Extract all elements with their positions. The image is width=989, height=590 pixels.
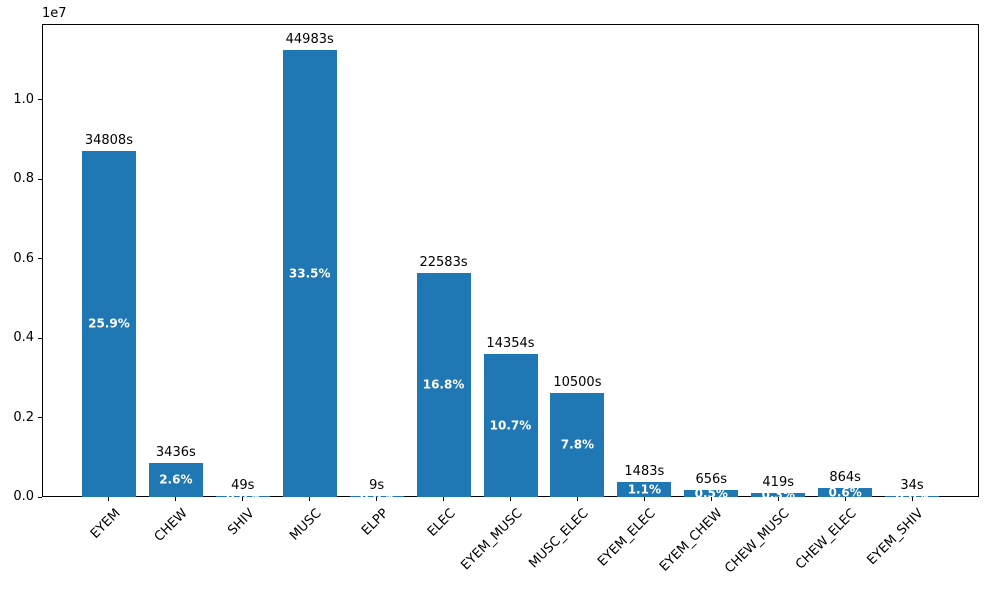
y-tick-label: 0.0 — [13, 489, 34, 504]
x-tick-label-eyem: EYEM — [87, 506, 124, 542]
y-tick-label: 0.4 — [13, 330, 34, 345]
bar-value-label: 656s — [695, 472, 728, 487]
x-tick-label-shiv: SHIV — [225, 506, 258, 539]
x-tick-label-eyem_chew: EYEM_CHEW — [657, 506, 726, 575]
y-tick — [38, 258, 42, 259]
x-tick — [777, 497, 779, 501]
y-tick-label: 0.6 — [13, 250, 34, 266]
bar-value-label: 3436s — [155, 445, 196, 460]
x-tick — [376, 497, 378, 501]
bar-elpp: 0.0% — [349, 496, 404, 497]
bar-elec: 16.8% — [416, 273, 471, 497]
y-tick — [38, 178, 42, 180]
y-tick — [38, 496, 42, 498]
bar-eyem_elec: 1.1% — [617, 482, 672, 497]
bar-value-label: 44983s — [285, 32, 334, 47]
bar-value-label: 10500s — [553, 375, 602, 390]
bar-pct-label: 16.8% — [422, 377, 465, 392]
bar-value-label: 9s — [369, 478, 385, 493]
bar-pct-label: 10.7% — [489, 418, 532, 432]
x-tick — [643, 497, 645, 501]
y-axis-offset-label: 1e7 — [42, 6, 67, 21]
y-tick — [38, 417, 42, 418]
bar-value-label: 22583s — [419, 255, 468, 270]
bar-pct-label: 7.8% — [560, 437, 595, 452]
bar-value-label: 34s — [900, 478, 924, 493]
bar-value-label: 864s — [829, 470, 861, 485]
x-tick-label-musc_elec: MUSC_ELEC — [526, 506, 593, 572]
x-tick-label-chew_musc: CHEW_MUSC — [722, 506, 793, 577]
y-tick-label: 0.8 — [13, 171, 34, 187]
bar-pct-label: 25.9% — [88, 316, 130, 331]
x-tick-label-elpp: ELPP — [358, 506, 392, 539]
bar-musc: 33.5% — [282, 50, 337, 497]
bar-chew_elec: 0.6% — [818, 488, 873, 497]
x-tick-label-elec: ELEC — [424, 506, 459, 540]
bar-shiv: 0.0% — [215, 496, 270, 497]
bar-pct-label: 0.3% — [751, 493, 805, 497]
x-tick — [309, 497, 311, 501]
x-tick-label-chew: CHEW — [151, 506, 191, 545]
bar-pct-label: 0.5% — [694, 490, 728, 497]
x-tick — [710, 497, 712, 501]
bar-pct-label: 0.0% — [885, 496, 939, 497]
bar-pct-label: 2.6% — [159, 472, 193, 487]
x-tick — [510, 497, 511, 501]
x-tick-label-musc: MUSC — [286, 506, 325, 544]
x-tick — [242, 497, 244, 501]
y-tick — [38, 99, 42, 101]
bar-eyem_musc: 10.7% — [483, 354, 538, 497]
bar-value-label: 1483s — [624, 464, 665, 479]
x-tick — [108, 497, 110, 501]
x-tick-label-eyem_elec: EYEM_ELEC — [595, 506, 659, 570]
bar-eyem_chew: 0.5% — [684, 490, 739, 497]
bar-eyem: 25.9% — [81, 151, 136, 497]
x-tick — [443, 497, 445, 501]
x-tick — [175, 497, 177, 501]
bar-eyem_shiv: 0.0% — [885, 496, 940, 497]
bar-pct-label: 0.6% — [828, 488, 862, 497]
bar-pct-label: 1.1% — [627, 482, 661, 496]
y-tick — [38, 337, 42, 339]
bar-pct-label: 0.0% — [350, 496, 404, 497]
bar-value-label: 49s — [231, 478, 255, 493]
bar-value-label: 419s — [762, 475, 794, 490]
bar-value-label: 14354s — [486, 336, 535, 351]
x-tick — [576, 497, 578, 501]
x-tick — [911, 497, 913, 501]
bar-pct-label: 33.5% — [288, 266, 331, 280]
bar-pct-label: 0.0% — [216, 496, 270, 497]
x-tick — [844, 497, 846, 501]
x-tick-label-eyem_musc: EYEM_MUSC — [457, 506, 526, 574]
bar-musc_elec: 7.8% — [550, 393, 605, 497]
x-tick-label-eyem_shiv: EYEM_SHIV — [864, 506, 927, 569]
bar-chew: 2.6% — [148, 463, 203, 497]
bar-value-label: 34808s — [84, 133, 133, 148]
x-tick-label-chew_elec: CHEW_ELEC — [793, 506, 860, 573]
y-tick-label: 1.0 — [13, 91, 34, 107]
y-tick-label: 0.2 — [13, 409, 34, 425]
bar-chew_musc: 0.3% — [751, 493, 806, 497]
